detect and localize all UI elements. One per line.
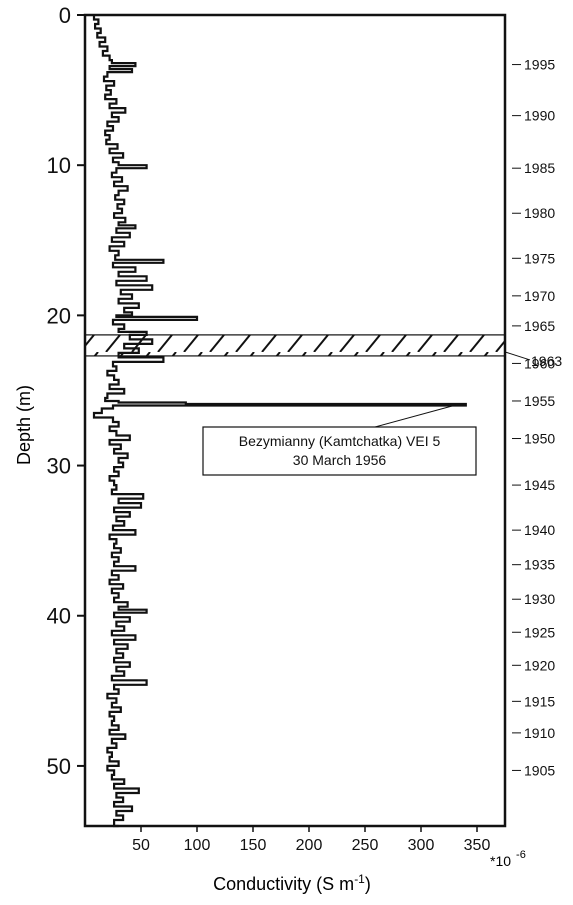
year-tick-label: 1935 bbox=[524, 557, 555, 573]
marker-1963-band bbox=[84, 334, 506, 357]
year-tick-label: 1910 bbox=[524, 725, 555, 741]
annotation-text-line-1: Bezymianny (Kamtchatka) VEI 5 bbox=[239, 433, 441, 449]
annotation-leader-line bbox=[374, 404, 456, 428]
year-tick-label: 1960 bbox=[524, 355, 555, 371]
year-tick-label: 1930 bbox=[524, 591, 555, 607]
year-tick-label: 1955 bbox=[524, 393, 555, 409]
x-tick-label: 150 bbox=[240, 837, 267, 854]
year-tick-label: 1905 bbox=[524, 762, 555, 778]
year-tick-label: 1995 bbox=[524, 57, 555, 73]
x-axis-label-exponent: -1 bbox=[354, 872, 365, 886]
year-tick-label: 1945 bbox=[524, 477, 555, 493]
y-tick-label: 30 bbox=[47, 454, 71, 479]
year-tick-label: 1950 bbox=[524, 431, 555, 447]
year-tick-label: 1980 bbox=[524, 205, 555, 221]
x-axis-multiplier-base: *10 bbox=[490, 853, 511, 869]
x-axis-multiplier-exponent: -6 bbox=[516, 849, 526, 861]
annotation-box bbox=[202, 426, 477, 476]
y-tick-label: 50 bbox=[47, 754, 71, 779]
plot-area-frame bbox=[83, 13, 507, 828]
y-axis-label: Depth (m) bbox=[14, 385, 34, 465]
x-tick-label: 200 bbox=[296, 837, 323, 854]
year-tick-label: 1915 bbox=[524, 693, 555, 709]
year-tick-label: 1975 bbox=[524, 250, 555, 266]
x-axis-label-text: Conductivity (S m bbox=[213, 874, 354, 894]
x-tick-label: 300 bbox=[408, 837, 435, 854]
year-tick-label: 1925 bbox=[524, 624, 555, 640]
x-axis-label-close: ) bbox=[365, 874, 371, 894]
x-tick-label: 350 bbox=[464, 837, 491, 854]
x-axis-multiplier: *10 -6 bbox=[490, 849, 526, 869]
x-tick-label: 50 bbox=[132, 837, 150, 854]
conductivity-profile-line bbox=[92, 15, 467, 828]
year-tick-label: 1940 bbox=[524, 522, 555, 538]
x-tick-label: 100 bbox=[184, 837, 211, 854]
year-tick-label: 1985 bbox=[524, 160, 555, 176]
y-tick-label: 20 bbox=[47, 303, 71, 328]
x-axis-label: Conductivity (S m-1) bbox=[213, 872, 371, 894]
marker-1963-label: 1963 bbox=[531, 353, 562, 369]
marker-1963-leader bbox=[504, 351, 531, 361]
y-tick-label: 0 bbox=[59, 3, 71, 28]
year-tick-label: 1990 bbox=[524, 108, 555, 124]
x-tick-label: 250 bbox=[352, 837, 379, 854]
year-tick-label: 1920 bbox=[524, 657, 555, 673]
year-tick-label: 1970 bbox=[524, 288, 555, 304]
y-tick-label: 40 bbox=[47, 604, 71, 629]
y-tick-label: 10 bbox=[47, 153, 71, 178]
annotation-text-line-2: 30 March 1956 bbox=[293, 452, 387, 468]
year-tick-label: 1965 bbox=[524, 318, 555, 334]
